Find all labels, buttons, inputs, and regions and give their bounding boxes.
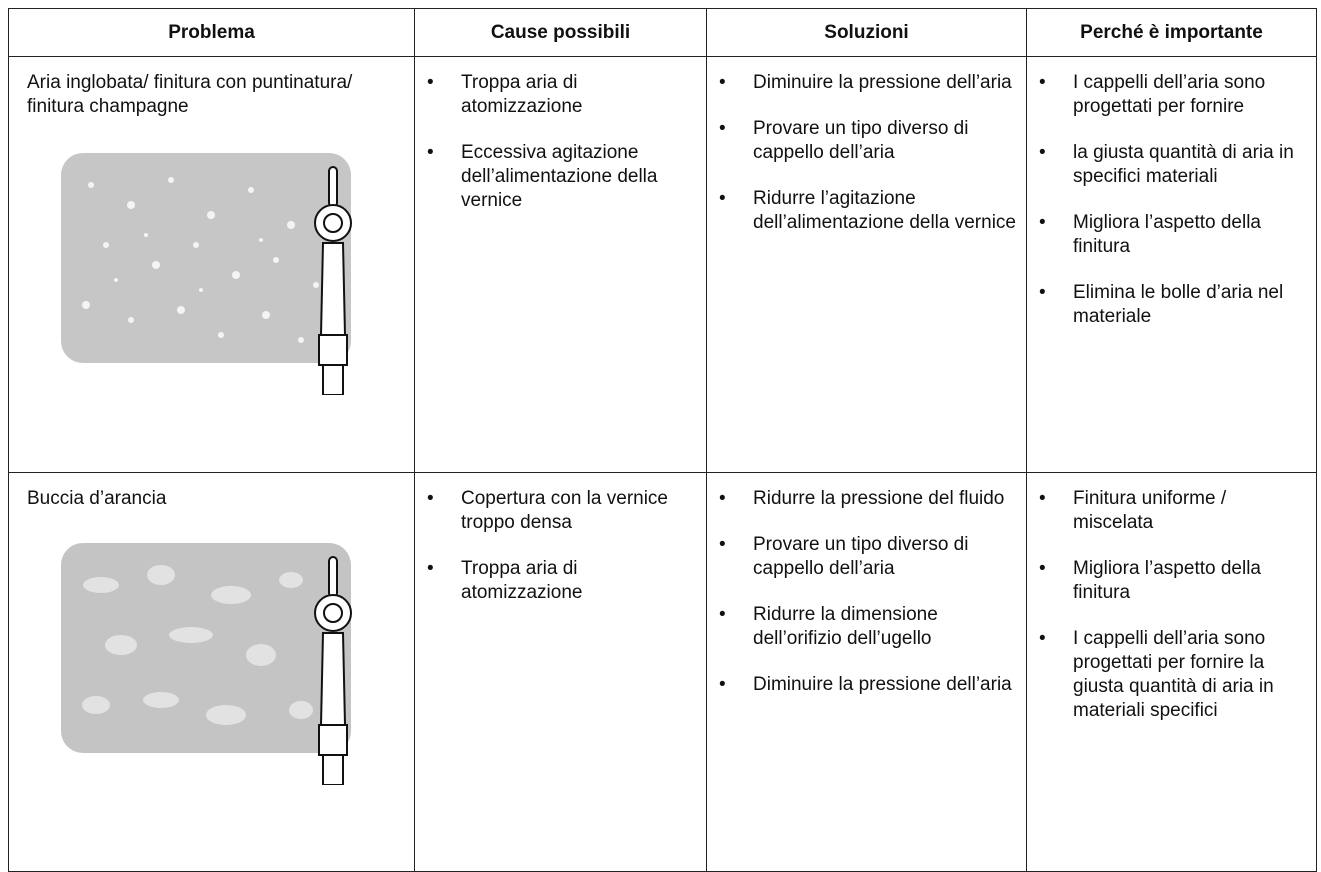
solution-item: Ridurre la dimensione dell’orifizio dell… — [707, 603, 1018, 651]
importance-item: Finitura uniforme / miscelata — [1027, 487, 1308, 535]
solution-item: Provare un tipo diverso di cappello dell… — [707, 533, 1018, 581]
defect-image — [61, 543, 352, 785]
header-cell: Problema — [8, 8, 415, 57]
solutions-cell: Ridurre la pressione del fluido Provare … — [706, 472, 1027, 872]
importance-item: I cappelli dell’aria sono progettati per… — [1027, 627, 1308, 723]
cause-item: Troppa aria di atomizzazione — [415, 71, 698, 119]
paint-sample — [61, 543, 351, 753]
orange-peel-texture — [82, 565, 313, 725]
importance-item: Migliora l’aspetto della finitura — [1027, 557, 1308, 605]
importance-item: la giusta quantità di aria in specifici … — [1027, 141, 1308, 189]
problem-cell: Aria inglobata/ finitura con puntinatura… — [8, 56, 415, 473]
solutions-cell: Diminuire la pressione dell’aria Provare… — [706, 56, 1027, 473]
bubbles — [82, 177, 319, 343]
header-cell: Perché è importante — [1026, 8, 1317, 57]
causes-cell: Troppa aria di atomizzazione Eccessiva a… — [414, 56, 707, 473]
importance-item: I cappelli dell’aria sono progettati per… — [1027, 71, 1308, 119]
importance-item: Migliora l’aspetto della finitura — [1027, 211, 1308, 259]
problem-text: Buccia d’arancia — [27, 488, 167, 509]
table-row: Aria inglobata/ finitura con puntinatura… — [8, 56, 1317, 473]
paint-sample — [61, 153, 351, 363]
problem-text: Aria inglobata/ finitura con puntinatura… — [27, 72, 353, 117]
problem-cell: Buccia d’arancia — [8, 472, 415, 872]
solution-item: Ridurre l’agitazione dell’alimentazione … — [707, 187, 1018, 235]
solution-item: Provare un tipo diverso di cappello dell… — [707, 117, 1018, 165]
page: Risoluzione problemi finitura {"table": … — [0, 0, 1321, 848]
cause-item: Eccessiva agitazione dell’alimentazione … — [415, 141, 698, 213]
troubleshooting-table: Problema Cause possibili Soluzioni Perch… — [8, 8, 1317, 872]
spray-gun — [314, 556, 352, 785]
solution-item: Ridurre la pressione del fluido — [707, 487, 1018, 511]
header-cell: Soluzioni — [706, 8, 1027, 57]
header-row: Problema Cause possibili Soluzioni Perch… — [8, 8, 1317, 57]
importance-item: Elimina le bolle d’aria nel materiale — [1027, 281, 1308, 329]
table-row: Buccia d’arancia — [8, 472, 1317, 872]
importance-cell: Finitura uniforme / miscelata Migliora l… — [1026, 472, 1317, 872]
importance-cell: I cappelli dell’aria sono progettati per… — [1026, 56, 1317, 473]
solution-item: Diminuire la pressione dell’aria — [707, 673, 1018, 697]
cause-item: Troppa aria di atomizzazione — [415, 557, 698, 605]
page-body: Problema Cause possibili Soluzioni Perch… — [0, 0, 1321, 848]
causes-cell: Copertura con la vernice troppo densa Tr… — [414, 472, 707, 872]
header-cell: Cause possibili — [414, 8, 707, 57]
solution-item: Diminuire la pressione dell’aria — [707, 71, 1018, 95]
spray-gun — [314, 166, 352, 395]
cause-item: Copertura con la vernice troppo densa — [415, 487, 698, 535]
defect-image — [61, 153, 352, 395]
